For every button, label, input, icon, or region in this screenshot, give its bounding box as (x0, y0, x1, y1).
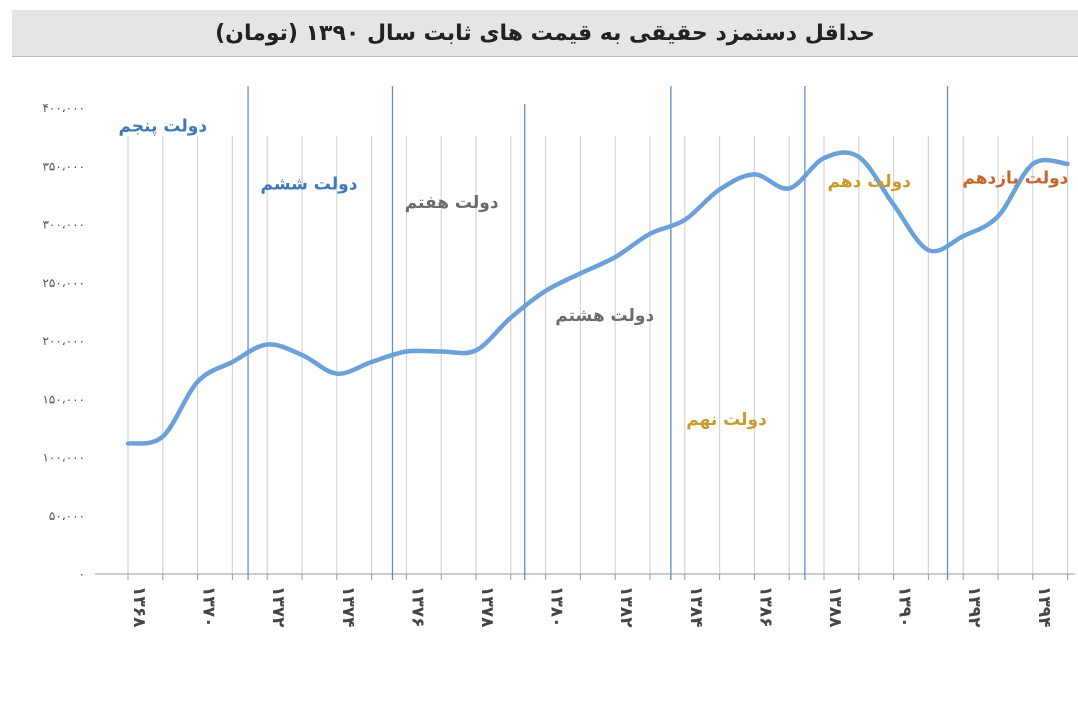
data-point-9 (439, 349, 443, 353)
chart-title-bar: حداقل دستمزد حقیقی به قیمت های ثابت سال … (12, 10, 1078, 57)
x-tick-label-4: ۱۳۷۶ (407, 586, 427, 628)
data-point-8 (404, 349, 408, 353)
data-point-6 (335, 372, 339, 376)
government-label-4: دولت نهم (686, 410, 767, 430)
divider-layer (247, 86, 949, 580)
x-tick-label-12: ۱۳۹۲ (964, 586, 984, 628)
data-point-17 (718, 188, 722, 192)
data-point-23 (926, 248, 930, 252)
x-tick-label-7: ۱۳۸۲ (616, 586, 636, 628)
data-point-24 (961, 234, 965, 238)
data-point-22 (892, 203, 896, 207)
x-tick-label-11: ۱۳۹۰ (895, 586, 915, 628)
data-point-14 (613, 255, 617, 259)
x-tick-label-0: ۱۳۶۸ (129, 586, 149, 628)
x-tick-label-13: ۱۳۹۴ (1034, 586, 1054, 628)
y-tick-label-1: ۵۰،۰۰۰ (49, 509, 85, 523)
data-point-13 (578, 271, 582, 275)
line-layer (125, 150, 1070, 446)
x-tick-label-3: ۱۳۷۴ (338, 586, 358, 628)
data-point-16 (683, 218, 687, 222)
y-tick-label-7: ۳۵۰،۰۰۰ (42, 159, 85, 173)
y-tick-label-0: ۰ (79, 567, 85, 581)
data-point-19 (787, 186, 791, 190)
label-layer: دولت پنجم دولت ششم دولت هفتم دولت هشتم دولت … (119, 116, 1069, 430)
data-point-11 (509, 316, 513, 320)
x-tick-label-5: ۱۳۷۸ (477, 586, 497, 628)
data-point-18 (752, 172, 756, 176)
data-point-15 (648, 232, 652, 236)
government-label-5: دولت دهم (828, 172, 912, 192)
government-label-1: دولت ششم (260, 175, 357, 195)
data-point-20 (822, 156, 826, 160)
axis-layer: ۰ ۵۰،۰۰۰ ۱۰۰،۰۰۰ ۱۵۰،۰۰۰ ۲۰۰،۰۰۰ ۲۵۰،۰۰۰ ۳۰۰،۰… (42, 101, 1075, 628)
government-label-6: دولت یازدهم (962, 169, 1068, 189)
government-label-0: دولت پنجم (119, 116, 208, 136)
series-line-min-wage (125, 150, 1070, 446)
data-point-3 (230, 360, 234, 364)
x-tick-label-1: ۱۳۷۰ (199, 586, 219, 628)
x-tick-label-6: ۱۳۸۰ (547, 586, 567, 628)
x-tick-label-8: ۱۳۸۴ (686, 586, 706, 628)
y-tick-label-5: ۲۵۰،۰۰۰ (42, 276, 85, 290)
y-tick-label-4: ۲۰۰،۰۰۰ (42, 334, 85, 348)
data-point-7 (370, 360, 374, 364)
government-label-2: دولت هفتم (405, 193, 499, 213)
y-tick-label-6: ۳۰۰،۰۰۰ (42, 218, 85, 232)
data-point-27 (1066, 162, 1070, 166)
data-point-21 (857, 155, 861, 159)
y-tick-label-3: ۱۵۰،۰۰۰ (42, 392, 85, 406)
data-point-1 (161, 435, 165, 439)
x-tick-label-10: ۱۳۸۸ (825, 586, 845, 628)
government-label-3: دولت هشتم (555, 306, 654, 326)
data-point-5 (300, 353, 304, 357)
data-point-2 (196, 380, 200, 384)
data-point-10 (474, 348, 478, 352)
data-point-25 (996, 214, 1000, 218)
y-tick-label-2: ۱۰۰،۰۰۰ (42, 451, 85, 465)
x-tick-label-2: ۱۳۷۲ (268, 586, 288, 628)
data-point-26 (1031, 162, 1035, 166)
y-tick-label-8: ۴۰۰،۰۰۰ (42, 101, 85, 115)
data-point-0 (126, 442, 130, 446)
chart-title: حداقل دستمزد حقیقی به قیمت های ثابت سال … (215, 20, 875, 46)
data-point-4 (265, 342, 269, 346)
x-tick-label-9: ۱۳۸۶ (755, 586, 775, 628)
grid-layer (127, 136, 1069, 574)
data-point-12 (544, 289, 548, 293)
